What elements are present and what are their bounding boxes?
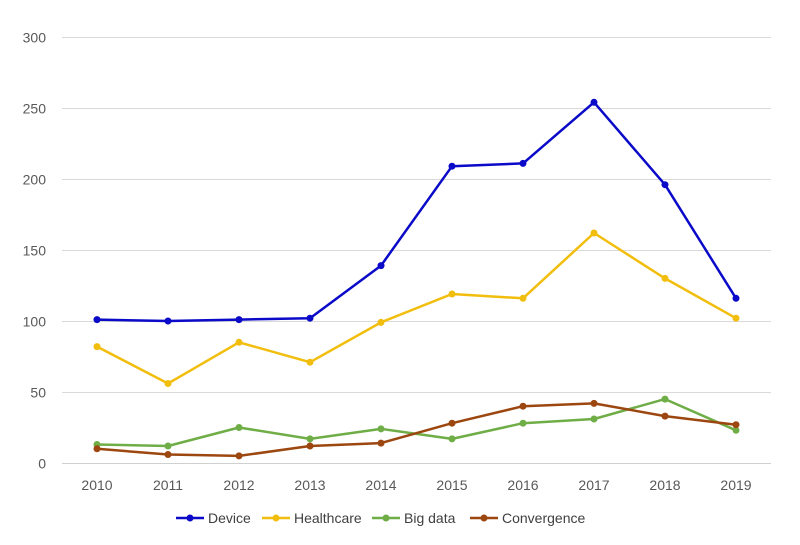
y-tick-label: 100: [23, 314, 47, 330]
y-tick-label: 200: [23, 172, 47, 188]
data-point: [519, 159, 527, 167]
data-point: [377, 318, 385, 326]
x-tick-label: 2018: [649, 477, 680, 493]
data-point: [377, 425, 385, 433]
x-axis: 2010 2011 2012 2013 2014 2015 2016 2017 2018 2019: [81, 477, 751, 493]
legend-item: Device: [176, 510, 251, 526]
series-line: [95, 397, 738, 448]
series-line: [95, 402, 738, 458]
legend-label: Healthcare: [294, 510, 362, 526]
data-point: [93, 343, 101, 351]
series-big-data: [93, 395, 740, 450]
data-point: [306, 358, 314, 366]
series-line: [95, 101, 738, 323]
legend-label: Big data: [404, 510, 456, 526]
data-point: [164, 442, 172, 450]
data-point: [306, 442, 314, 450]
data-point: [235, 338, 243, 346]
data-point: [590, 399, 598, 407]
data-point: [235, 316, 243, 324]
y-tick-label: 250: [23, 101, 47, 117]
legend-swatch-marker: [382, 514, 390, 522]
legend-swatch-marker: [272, 514, 280, 522]
series-device: [93, 98, 740, 325]
data-point: [235, 452, 243, 460]
data-point: [732, 294, 740, 302]
data-point: [448, 435, 456, 443]
y-axis-tick-labels: 0 50 100 150 200 250 300: [23, 30, 47, 472]
x-tick-label: 2014: [365, 477, 396, 493]
data-point: [590, 98, 598, 106]
data-point: [448, 162, 456, 170]
legend-label: Convergence: [502, 510, 585, 526]
legend-swatch-marker: [480, 514, 488, 522]
data-point: [377, 262, 385, 270]
data-point: [164, 317, 172, 325]
data-point: [519, 402, 527, 410]
x-tick-label: 2016: [507, 477, 538, 493]
legend: Device Healthcare Big data Convergence: [176, 510, 585, 526]
data-point: [306, 435, 314, 443]
data-point: [235, 424, 243, 431]
data-point: [93, 445, 101, 453]
y-tick-label: 300: [23, 30, 47, 46]
data-point: [93, 316, 101, 324]
series-healthcare: [93, 229, 740, 387]
x-tick-label: 2015: [436, 477, 467, 493]
data-point: [732, 314, 740, 322]
data-point: [732, 426, 740, 434]
data-point: [306, 314, 314, 322]
data-point: [448, 290, 456, 298]
legend-item: Healthcare: [262, 510, 362, 526]
x-tick-label: 2017: [578, 477, 609, 493]
data-point: [519, 419, 527, 427]
data-point: [448, 419, 456, 427]
data-point: [590, 229, 598, 237]
data-point: [164, 380, 172, 387]
series-lines: [93, 98, 740, 460]
legend-swatch-marker: [186, 514, 194, 522]
data-point: [590, 415, 598, 423]
series-convergence: [93, 399, 740, 460]
data-point: [661, 181, 669, 189]
data-point: [377, 439, 385, 447]
x-tick-label: 2019: [720, 477, 751, 493]
data-point: [164, 451, 172, 458]
data-point: [661, 412, 669, 420]
x-tick-label: 2012: [223, 477, 254, 493]
x-tick-label: 2010: [81, 477, 112, 493]
legend-item: Big data: [372, 510, 456, 526]
series-line: [95, 231, 738, 385]
y-tick-label: 150: [23, 243, 47, 259]
legend-label: Device: [208, 510, 251, 526]
y-tick-label: 0: [38, 456, 46, 472]
data-point: [661, 274, 669, 282]
x-tick-label: 2011: [153, 477, 183, 493]
y-tick-label: 50: [30, 385, 46, 401]
x-tick-label: 2013: [294, 477, 325, 493]
legend-item: Convergence: [470, 510, 585, 526]
data-point: [661, 395, 669, 403]
data-point: [732, 421, 740, 429]
data-point: [519, 294, 527, 302]
